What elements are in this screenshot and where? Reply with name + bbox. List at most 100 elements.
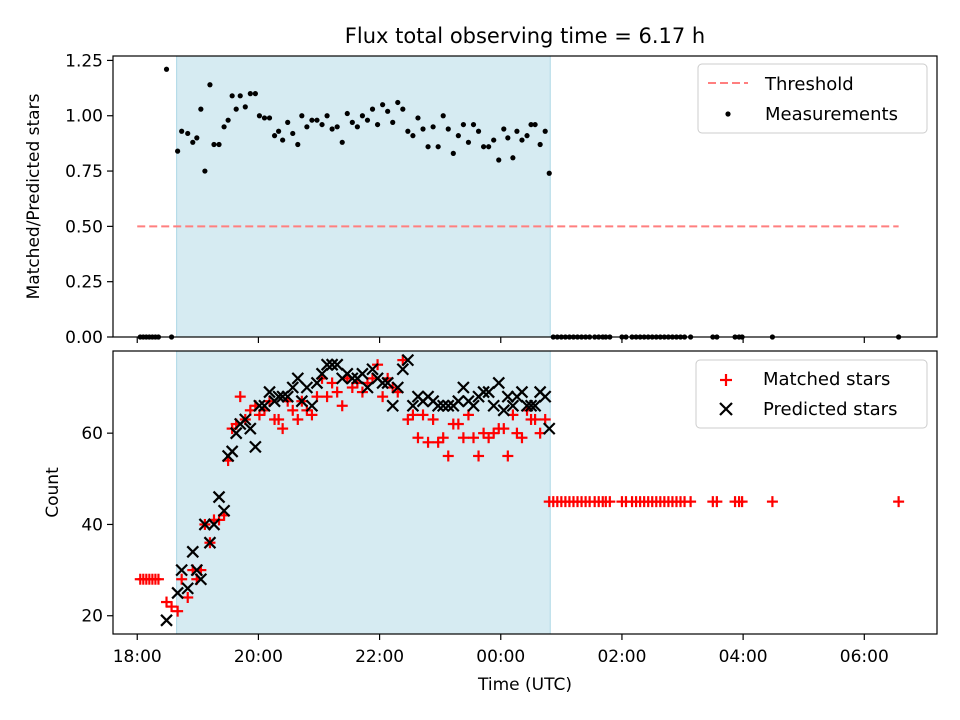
- measurement-point: [491, 137, 497, 143]
- predicted-star-point: [300, 381, 314, 394]
- measurement-point: [175, 148, 181, 154]
- measurement-point: [465, 139, 472, 145]
- predicted-star-point: [515, 385, 529, 399]
- predicted-star-point: [276, 390, 289, 403]
- matched-star-point: [412, 432, 424, 444]
- measurement-point: [221, 124, 227, 130]
- predicted-stars-markers: [160, 353, 556, 627]
- matched-star-point: [287, 404, 299, 416]
- measurement-point: [496, 157, 502, 163]
- measurement-point: [420, 126, 426, 132]
- matched-star-point: [417, 409, 429, 421]
- matched-star-point: [498, 423, 510, 435]
- measurement-point: [319, 121, 325, 128]
- measurement-point: [339, 139, 345, 145]
- measurement-point: [247, 91, 253, 97]
- measurement-point: [430, 124, 436, 130]
- matched-star-point: [182, 591, 194, 603]
- predicted-star-point: [452, 394, 465, 408]
- predicted-star-point: [181, 582, 195, 595]
- measurement-point: [344, 110, 350, 117]
- predicted-star-point: [253, 399, 266, 413]
- measurement-point: [304, 124, 310, 130]
- predicted-star-point: [229, 426, 243, 440]
- x-tick-label: 18:00: [113, 647, 162, 667]
- predicted-star-point: [386, 399, 399, 413]
- measurement-point: [163, 66, 170, 72]
- predicted-star-point: [160, 614, 173, 627]
- matched-star-point: [273, 413, 285, 425]
- predicted-star-point: [286, 381, 300, 394]
- top-y-tick-label: 1.25: [65, 51, 103, 71]
- top-markers: [137, 66, 902, 340]
- predicted-star-point: [356, 367, 369, 381]
- predicted-star-point: [346, 372, 359, 385]
- top-plot-frame: [112, 55, 938, 338]
- predicted-star-point: [244, 422, 257, 435]
- matched-star-point: [176, 573, 188, 585]
- measurement-point: [299, 113, 305, 119]
- predicted-star-point: [320, 358, 334, 371]
- predicted-star-point: [436, 399, 450, 413]
- measurement-point: [425, 144, 431, 150]
- measurement-point: [435, 144, 441, 150]
- matched-star-point: [502, 450, 514, 462]
- x-tick-label: 04:00: [719, 647, 768, 667]
- matched-star-point: [766, 496, 778, 508]
- predicted-star-point: [175, 563, 188, 577]
- top-panel: 0.00 0.25 0.50 0.75 1.00 1.25 Matched/Predict…: [24, 51, 938, 348]
- measurement-point: [252, 91, 258, 97]
- matched-star-point: [292, 413, 304, 425]
- measurement-point: [486, 144, 492, 150]
- measurement-point: [207, 82, 213, 88]
- measurement-point: [455, 133, 461, 139]
- measurement-point: [229, 93, 235, 99]
- predicted-star-point: [441, 399, 455, 413]
- predicted-star-point: [501, 390, 515, 403]
- measurement-point: [354, 124, 360, 130]
- measurement-point: [395, 99, 401, 106]
- measurement-point: [280, 137, 286, 143]
- measurement-point: [261, 115, 268, 121]
- x-tick-label: 22:00: [355, 647, 404, 667]
- predicted-star-point: [272, 390, 285, 403]
- measurement-point: [380, 102, 386, 108]
- measurement-point: [410, 133, 416, 139]
- matched-star-point: [516, 432, 528, 444]
- matched-star-point: [736, 496, 748, 508]
- measurement-point: [546, 170, 552, 176]
- measurement-point: [532, 121, 538, 128]
- predicted-star-point: [492, 376, 506, 390]
- measurement-point: [256, 113, 263, 119]
- measurement-point: [400, 106, 406, 112]
- matched-star-point: [468, 432, 479, 444]
- predicted-star-point: [361, 381, 374, 394]
- measurement-point: [510, 155, 516, 161]
- matched-star-point: [711, 496, 723, 508]
- matched-star-point: [473, 450, 485, 462]
- measurement-point: [505, 135, 511, 141]
- matched-star-point: [437, 432, 449, 444]
- bottom-legend: Matched stars Predicted stars: [695, 359, 928, 429]
- chart-title: Flux total observing time = 6.17 h: [345, 24, 705, 48]
- predicted-star-point: [207, 518, 221, 531]
- predicted-star-point: [497, 404, 511, 417]
- measurement-point: [501, 126, 507, 132]
- measurement-point: [445, 126, 451, 132]
- x-tick-label: 02:00: [597, 647, 646, 667]
- top-y-ticks: 0.00 0.25 0.50 0.75 1.00 1.25: [65, 51, 113, 348]
- measurement-point: [440, 113, 446, 119]
- matched-star-point: [407, 409, 419, 421]
- predicted-star-point: [258, 399, 271, 413]
- predicted-star-point: [467, 399, 480, 413]
- predicted-star-point: [396, 362, 410, 376]
- predicted-star-point: [305, 399, 319, 413]
- predicted-star-point: [190, 563, 204, 577]
- measurement-point: [537, 141, 543, 148]
- predicted-star-point: [457, 381, 470, 394]
- measurement-point: [285, 119, 291, 125]
- measurement-point: [450, 150, 456, 156]
- predicted-star-point: [431, 399, 445, 413]
- measurement-point: [290, 130, 296, 137]
- bottom-panel: 20 40 60 18:00 20:00 22:00 00:00 02:00 04:00 06:…: [43, 350, 938, 695]
